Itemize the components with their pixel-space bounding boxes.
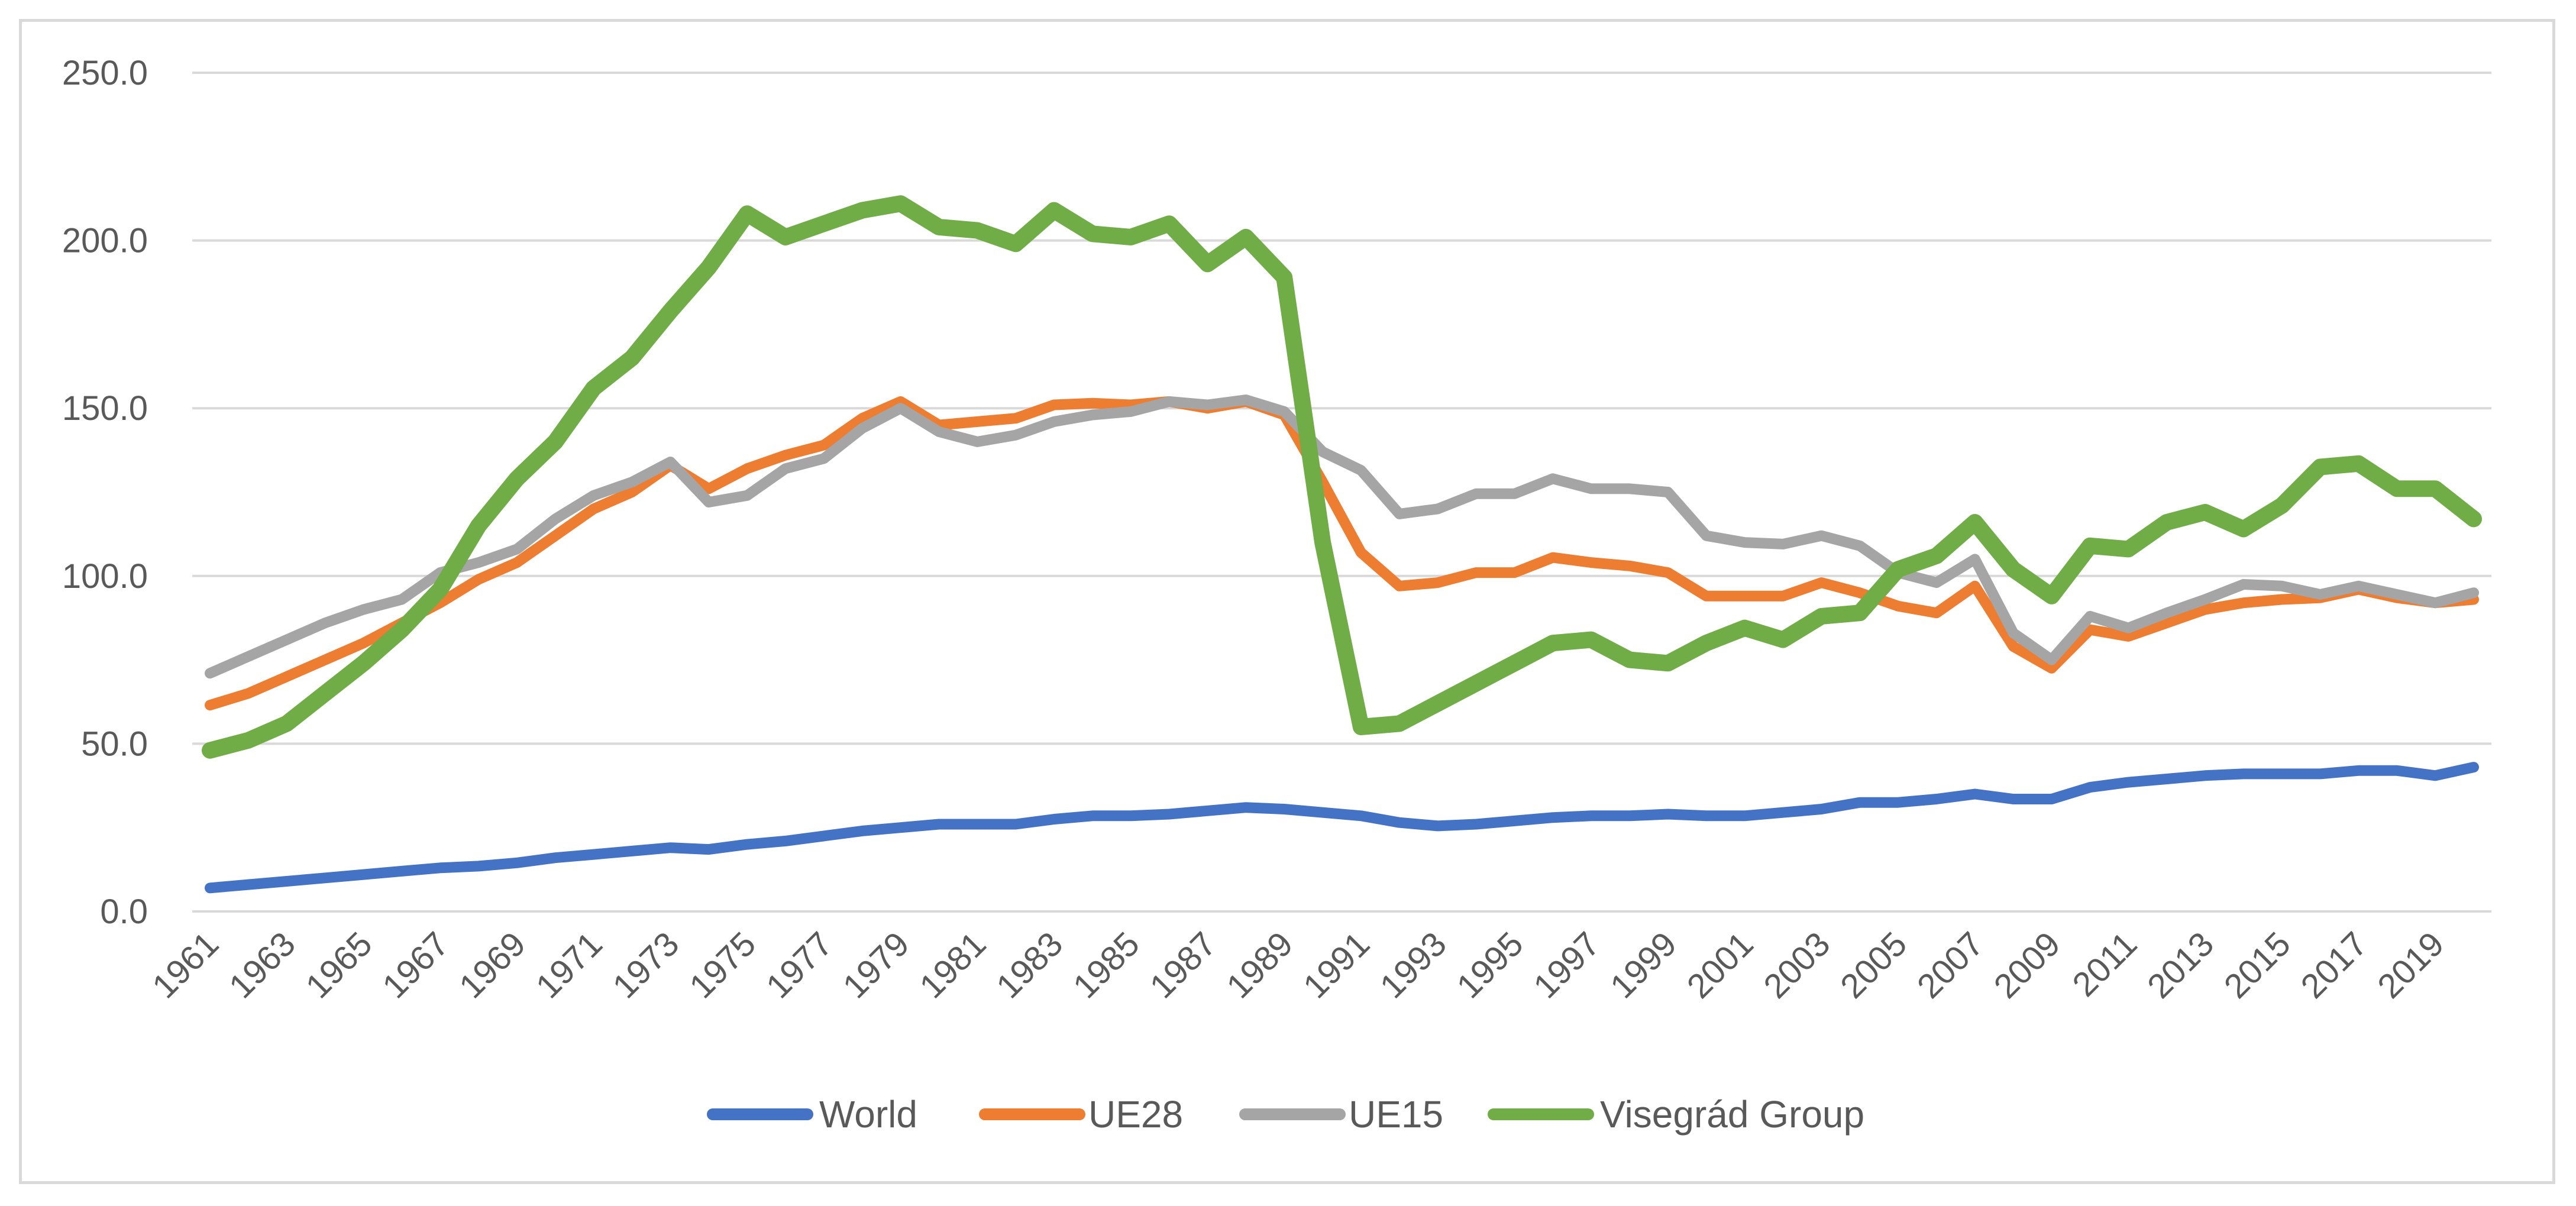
x-tick-label: 2009 — [1986, 924, 2067, 1005]
x-tick-label: 2017 — [2293, 924, 2374, 1005]
series-line-ue28 — [205, 396, 2479, 711]
legend-label: Visegrád Group — [1600, 1093, 1864, 1136]
series-lines — [202, 195, 2482, 894]
y-tick-label: 100.0 — [62, 557, 148, 596]
legend-label: UE28 — [1088, 1093, 1183, 1136]
x-tick-label: 2007 — [1910, 924, 1991, 1005]
x-tick-label: 2013 — [2140, 924, 2221, 1005]
x-tick-label: 1999 — [1603, 924, 1684, 1005]
legend-label: UE15 — [1349, 1093, 1443, 1136]
y-tick-label: 50.0 — [81, 725, 148, 763]
series-line-ue15 — [205, 395, 2479, 679]
x-tick-label: 2011 — [2065, 924, 2144, 1004]
x-tick-label: 1997 — [1526, 924, 1607, 1005]
y-tick-label: 150.0 — [62, 389, 148, 428]
x-tick-label: 1969 — [452, 924, 533, 1005]
gridlines — [192, 72, 2491, 913]
x-tick-label: 1991 — [1296, 924, 1377, 1005]
x-tick-label: 1977 — [759, 924, 840, 1005]
x-axis-ticks: 1961196319651967196919711973197519771979… — [145, 924, 2451, 1005]
x-tick-label: 1979 — [836, 924, 917, 1005]
x-tick-label: 1973 — [605, 924, 686, 1005]
series-line-world — [205, 762, 2479, 894]
x-tick-label: 1967 — [375, 924, 456, 1005]
y-tick-label: 250.0 — [62, 54, 148, 92]
y-tick-label: 200.0 — [62, 222, 148, 260]
legend-item-ue28: UE28 — [979, 1093, 1183, 1136]
legend-item-ue15: UE15 — [1239, 1093, 1443, 1136]
x-tick-label: 1995 — [1449, 924, 1530, 1005]
x-tick-label: 1971 — [529, 924, 610, 1005]
y-tick-label: 0.0 — [100, 893, 148, 931]
x-tick-label: 2019 — [2370, 924, 2451, 1005]
x-tick-label: 2001 — [1680, 924, 1761, 1005]
x-tick-label: 1985 — [1066, 924, 1147, 1005]
x-tick-label: 1965 — [298, 924, 379, 1005]
x-tick-label: 2015 — [2217, 924, 2298, 1005]
legend-item-world: World — [707, 1093, 917, 1136]
x-tick-label: 1987 — [1142, 924, 1223, 1005]
x-tick-label: 1961 — [145, 924, 226, 1005]
x-tick-label: 1989 — [1219, 924, 1300, 1005]
series-line-visegr-d-group — [202, 195, 2482, 759]
x-tick-label: 2003 — [1756, 924, 1837, 1005]
x-tick-label: 1981 — [912, 924, 993, 1005]
x-tick-label: 1993 — [1373, 924, 1454, 1005]
x-tick-label: 2005 — [1833, 924, 1914, 1005]
x-tick-label: 1983 — [989, 924, 1070, 1005]
x-tick-label: 1975 — [682, 924, 763, 1005]
legend: World UE28 UE15 Visegrád Group — [707, 1093, 1864, 1136]
x-tick-label: 1963 — [222, 924, 303, 1005]
y-axis-ticks: 0.0 50.0 100.0 150.0 200.0 250.0 — [62, 54, 148, 931]
legend-label: World — [819, 1093, 917, 1136]
legend-item-visegr-d-group: Visegrád Group — [1488, 1093, 1864, 1136]
